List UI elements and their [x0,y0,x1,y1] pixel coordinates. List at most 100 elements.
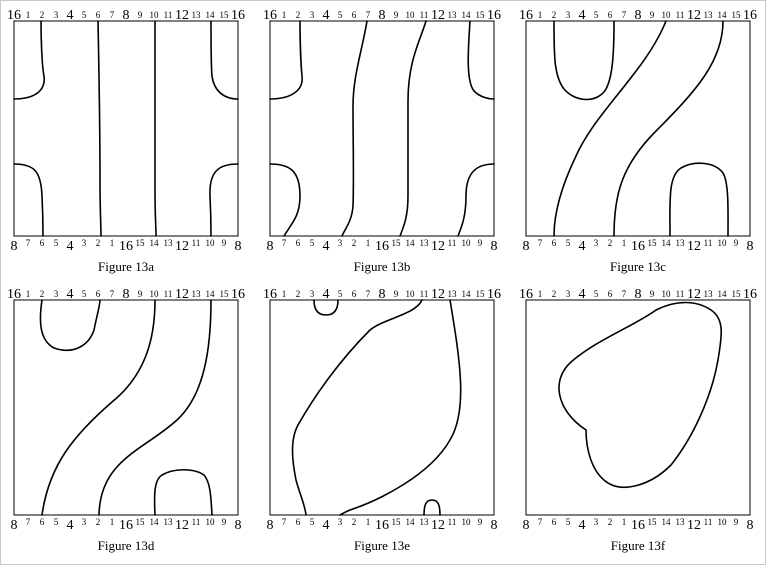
bottom-tick-label: 11 [448,517,457,527]
bottom-tick-label: 14 [150,238,160,248]
top-tick-label: 15 [476,289,486,299]
bottom-tick-label: 8 [11,518,18,533]
top-tick-label: 15 [220,10,230,20]
contour-curve [341,20,368,237]
top-tick-label: 10 [406,289,416,299]
bottom-tick-label: 12 [687,518,701,533]
top-tick-label: 1 [26,289,31,299]
bottom-tick-label: 4 [323,239,330,254]
top-tick-label: 7 [622,289,627,299]
top-tick-label: 6 [608,10,613,20]
top-tick-label: 10 [406,10,416,20]
bottom-tick-label: 16 [119,518,133,533]
top-tick-label: 4 [579,8,586,23]
top-tick-label: 2 [552,10,557,20]
top-tick-label: 16 [263,287,277,302]
top-tick-label: 16 [519,287,533,302]
top-tick-label: 11 [676,10,685,20]
bottom-tick-label: 2 [96,517,101,527]
top-tick-label: 14 [462,10,472,20]
top-tick-label: 12 [175,8,189,23]
top-tick-label: 2 [296,289,301,299]
top-tick-label: 7 [366,10,371,20]
top-tick-label: 11 [420,10,429,20]
contour-curve [97,20,102,237]
bottom-tick-label: 7 [26,238,31,248]
contour-curve [41,299,156,516]
bottom-tick-label: 6 [40,238,45,248]
bottom-tick-label: 15 [648,517,658,527]
top-tick-label: 8 [123,287,130,302]
top-tick-label: 8 [635,287,642,302]
top-tick-label: 16 [7,8,21,23]
contour-curve [210,20,239,100]
figure-caption: Figure 13a [98,259,154,274]
top-tick-label: 3 [566,10,571,20]
bottom-tick-label: 1 [622,517,627,527]
top-tick-label: 7 [622,10,627,20]
top-tick-label: 10 [150,289,160,299]
bottom-tick-label: 2 [352,517,357,527]
top-tick-label: 4 [323,287,330,302]
top-tick-label: 8 [635,8,642,23]
bottom-tick-label: 6 [552,238,557,248]
bottom-tick-label: 13 [420,238,430,248]
bottom-tick-label: 15 [136,238,146,248]
top-tick-label: 13 [704,289,714,299]
bottom-tick-label: 1 [110,238,115,248]
bottom-tick-label: 14 [662,238,672,248]
top-tick-label: 1 [26,10,31,20]
bottom-tick-label: 3 [82,238,87,248]
top-tick-label: 16 [487,287,501,302]
top-tick-label: 16 [743,8,757,23]
bottom-tick-label: 14 [406,238,416,248]
bottom-tick-label: 7 [282,238,287,248]
bottom-tick-label: 9 [478,517,483,527]
bottom-tick-label: 12 [687,239,701,254]
top-tick-label: 8 [379,287,386,302]
top-tick-label: 9 [394,10,399,20]
top-tick-label: 7 [366,289,371,299]
bottom-tick-label: 2 [96,238,101,248]
top-tick-label: 16 [231,287,245,302]
top-tick-label: 16 [743,287,757,302]
top-tick-label: 16 [7,287,21,302]
bottom-tick-label: 4 [67,239,74,254]
bottom-tick-label: 13 [420,517,430,527]
bottom-tick-label: 16 [631,239,645,254]
bottom-tick-label: 16 [631,518,645,533]
top-tick-label: 2 [40,10,45,20]
bottom-tick-label: 4 [67,518,74,533]
bottom-tick-label: 3 [594,238,599,248]
top-tick-label: 15 [732,10,742,20]
bottom-tick-label: 1 [366,517,371,527]
top-tick-label: 9 [650,289,655,299]
top-tick-label: 8 [379,8,386,23]
top-tick-label: 16 [519,8,533,23]
top-tick-label: 2 [296,10,301,20]
bottom-tick-label: 7 [282,517,287,527]
top-tick-label: 2 [40,289,45,299]
bottom-tick-label: 16 [119,239,133,254]
top-tick-label: 1 [538,10,543,20]
bottom-tick-label: 1 [110,517,115,527]
bottom-tick-label: 10 [206,517,216,527]
top-tick-label: 9 [138,289,143,299]
bottom-tick-label: 15 [648,238,658,248]
bottom-tick-label: 7 [26,517,31,527]
panel-border [13,20,239,237]
bottom-tick-label: 12 [431,239,445,254]
bottom-tick-label: 15 [136,517,146,527]
top-tick-label: 10 [662,10,672,20]
bottom-tick-label: 8 [523,239,530,254]
bottom-tick-label: 8 [267,518,274,533]
bottom-tick-label: 2 [352,238,357,248]
top-tick-label: 9 [394,289,399,299]
bottom-tick-label: 13 [164,238,174,248]
contour-curve [291,299,423,516]
contour-curve [269,20,303,100]
bottom-tick-label: 13 [676,238,686,248]
top-tick-label: 12 [175,287,189,302]
contour-curve [313,299,339,316]
top-tick-label: 4 [67,8,74,23]
